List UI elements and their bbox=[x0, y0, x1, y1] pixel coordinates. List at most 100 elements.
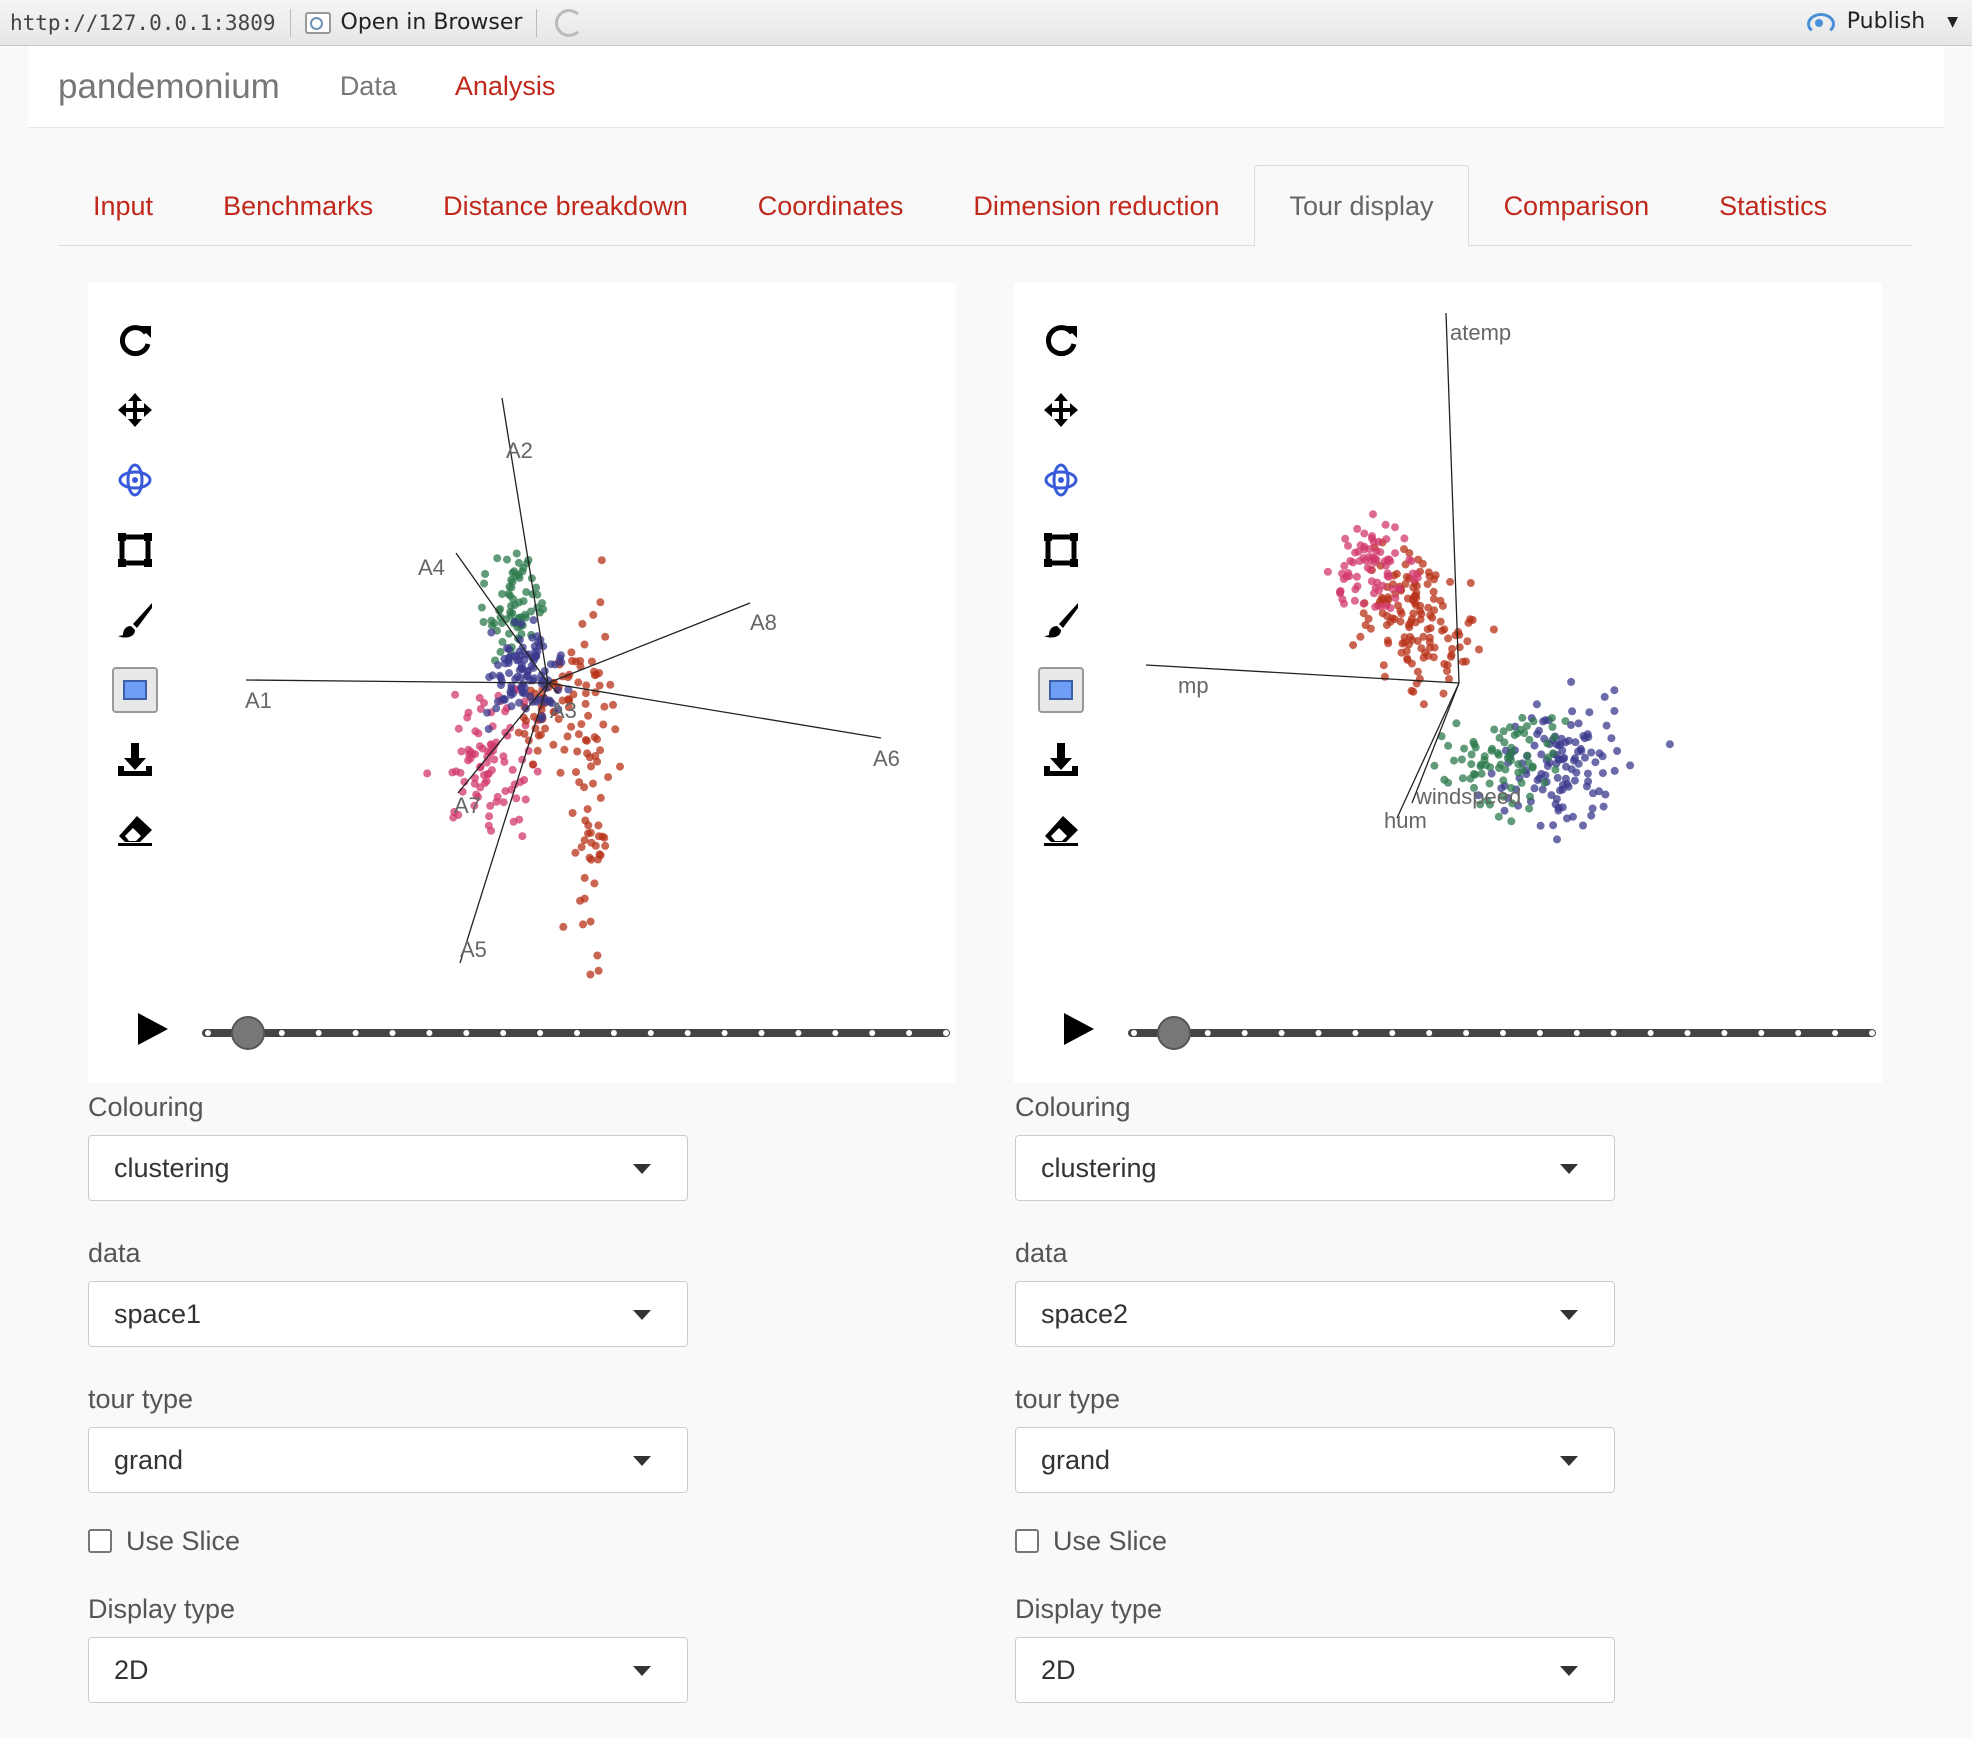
data-point bbox=[1359, 599, 1368, 608]
tab-distance-breakdown[interactable]: Distance breakdown bbox=[443, 190, 688, 221]
tour-type-select[interactable]: grand bbox=[1015, 1427, 1615, 1493]
publish-button[interactable]: Publish ▼ bbox=[1806, 9, 1958, 35]
download-button[interactable] bbox=[112, 737, 158, 783]
data-point bbox=[581, 736, 590, 744]
slider-thumb[interactable] bbox=[1157, 1016, 1191, 1050]
pan-button[interactable] bbox=[112, 387, 158, 433]
tab-statistics[interactable]: Statistics bbox=[1719, 190, 1828, 221]
tab-dimension-reduction[interactable]: Dimension reduction bbox=[973, 190, 1220, 221]
play-icon[interactable] bbox=[138, 1013, 168, 1045]
rotate-button[interactable] bbox=[1038, 457, 1084, 503]
tab-comparison[interactable]: Comparison bbox=[1503, 190, 1650, 221]
data-point bbox=[1404, 640, 1413, 649]
use-slice-checkbox[interactable] bbox=[1015, 1529, 1039, 1553]
controls-right: Colouring clustering data space2 tour ty… bbox=[1015, 1085, 1615, 1733]
select-box-icon bbox=[1044, 533, 1078, 567]
slider-thumb[interactable] bbox=[231, 1016, 265, 1050]
nav-link-analysis[interactable]: Analysis bbox=[454, 71, 556, 101]
tour-plot-left[interactable]: A1 A2 A3 A4 A5 A6 A7 A8 bbox=[228, 283, 928, 983]
tour-type-select[interactable]: grand bbox=[88, 1427, 688, 1493]
tour-scatter-left[interactable]: A1 A2 A3 A4 A5 A6 A7 A8 bbox=[228, 283, 928, 983]
tour-type-value: grand bbox=[114, 1444, 184, 1475]
color-box-button[interactable] bbox=[1038, 667, 1084, 713]
nav-link-data[interactable]: Data bbox=[339, 71, 397, 101]
data-point bbox=[520, 776, 529, 784]
data-point bbox=[499, 752, 508, 761]
select-box-button[interactable] bbox=[1038, 527, 1084, 573]
select-box-button[interactable] bbox=[112, 527, 158, 573]
slider-tick bbox=[574, 1030, 580, 1036]
tab-tour-display[interactable]: Tour display bbox=[1254, 165, 1469, 246]
data-point bbox=[576, 662, 585, 671]
tour-slider[interactable] bbox=[1122, 1008, 1882, 1058]
eraser-button[interactable] bbox=[1038, 807, 1084, 853]
slider-tick bbox=[1352, 1030, 1359, 1036]
data-point bbox=[508, 568, 517, 577]
data-point bbox=[479, 618, 488, 626]
data-point bbox=[572, 768, 580, 777]
tab-benchmarks[interactable]: Benchmarks bbox=[223, 190, 374, 221]
brush-button[interactable] bbox=[1038, 597, 1084, 643]
data-point bbox=[1366, 565, 1375, 574]
data-point bbox=[1524, 758, 1533, 767]
app-brand[interactable]: pandemonium bbox=[58, 66, 280, 106]
data-point bbox=[498, 637, 507, 646]
use-slice-label[interactable]: Use Slice bbox=[126, 1525, 241, 1556]
pan-button[interactable] bbox=[1038, 387, 1084, 433]
display-type-select[interactable]: 2D bbox=[88, 1637, 688, 1703]
data-point bbox=[595, 681, 604, 690]
url-text[interactable]: http://127.0.0.1:3809 bbox=[10, 10, 276, 35]
data-point bbox=[1570, 776, 1579, 785]
tab-input[interactable]: Input bbox=[93, 190, 154, 221]
data-point bbox=[1354, 547, 1363, 556]
data-point bbox=[1585, 708, 1594, 717]
data-select[interactable]: space1 bbox=[88, 1281, 688, 1347]
data-point bbox=[604, 773, 613, 782]
data-point bbox=[480, 579, 489, 588]
reset-button[interactable] bbox=[112, 317, 158, 363]
play-icon[interactable] bbox=[1064, 1013, 1094, 1045]
data-point bbox=[554, 715, 563, 724]
colouring-select[interactable]: clustering bbox=[88, 1135, 688, 1201]
data-point bbox=[1440, 775, 1449, 784]
data-point bbox=[1543, 762, 1552, 770]
slider-tick bbox=[1426, 1030, 1433, 1036]
tour-slider[interactable] bbox=[196, 1008, 956, 1058]
data-point bbox=[1474, 791, 1483, 800]
tour-plot-right[interactable]: atemp mp windspeed hum bbox=[1145, 283, 1854, 983]
data-point bbox=[568, 657, 577, 665]
tab-coordinates[interactable]: Coordinates bbox=[757, 190, 904, 221]
data-point bbox=[504, 645, 513, 654]
data-point bbox=[450, 807, 459, 816]
data-select[interactable]: space2 bbox=[1015, 1281, 1615, 1347]
open-window-icon bbox=[304, 11, 331, 34]
display-type-select[interactable]: 2D bbox=[1015, 1637, 1615, 1703]
eraser-button[interactable] bbox=[112, 807, 158, 853]
data-point bbox=[1553, 835, 1561, 844]
reset-button[interactable] bbox=[1038, 317, 1084, 363]
chevron-down-icon[interactable]: ▼ bbox=[1947, 13, 1958, 30]
data-point bbox=[1446, 577, 1455, 586]
colouring-select[interactable]: clustering bbox=[1015, 1135, 1615, 1201]
data-point bbox=[535, 608, 544, 617]
data-point bbox=[1525, 735, 1534, 744]
app-navbar: pandemonium Data Analysis bbox=[28, 46, 1944, 128]
use-slice-checkbox[interactable] bbox=[88, 1529, 112, 1553]
data-point bbox=[1530, 741, 1539, 750]
slider-tick bbox=[721, 1030, 728, 1036]
slider-tick bbox=[1315, 1030, 1322, 1036]
refresh-icon[interactable] bbox=[555, 8, 584, 37]
rotate-button[interactable] bbox=[112, 457, 158, 503]
download-button[interactable] bbox=[1038, 737, 1084, 783]
data-point bbox=[486, 740, 495, 749]
use-slice-label[interactable]: Use Slice bbox=[1053, 1525, 1168, 1556]
open-in-browser-button[interactable]: Open in Browser bbox=[304, 10, 522, 35]
brush-button[interactable] bbox=[112, 597, 158, 643]
color-box-button[interactable] bbox=[112, 667, 158, 713]
slider-tick bbox=[1684, 1030, 1691, 1036]
data-point bbox=[1506, 723, 1514, 732]
data-point bbox=[1610, 686, 1619, 695]
tour-animation-controls bbox=[138, 1008, 950, 1058]
slider-tick bbox=[537, 1030, 544, 1036]
